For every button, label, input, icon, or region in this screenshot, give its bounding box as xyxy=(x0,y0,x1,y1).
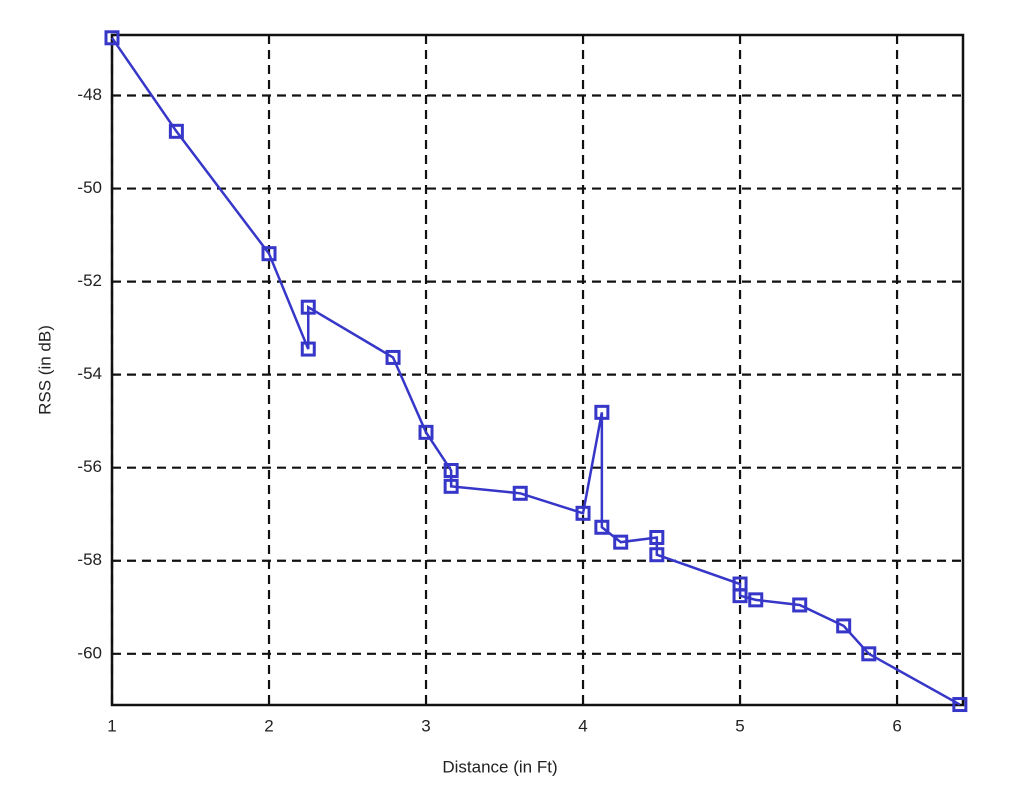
data-point xyxy=(512,485,528,501)
data-point xyxy=(952,697,968,713)
plot-frame xyxy=(110,33,965,707)
data-point xyxy=(168,123,184,139)
data-point xyxy=(613,534,629,550)
data-point xyxy=(385,349,401,365)
y-tick-label: -54 xyxy=(77,364,102,383)
data-point xyxy=(594,404,610,420)
y-tick-label: -60 xyxy=(77,643,102,662)
x-tick-label: 4 xyxy=(578,716,587,735)
data-point xyxy=(861,646,877,662)
data-point xyxy=(649,530,665,545)
data-point xyxy=(836,618,852,634)
data-point xyxy=(649,547,665,563)
data-point xyxy=(792,597,808,613)
x-axis-label: Distance (in Ft) xyxy=(442,757,557,776)
data-point xyxy=(300,299,316,315)
data-point xyxy=(732,588,748,604)
x-tick-label: 5 xyxy=(735,716,744,735)
x-tick-label: 2 xyxy=(264,716,273,735)
y-axis-label: RSS (in dB) xyxy=(35,325,54,415)
y-tick-label: -58 xyxy=(77,550,102,569)
y-tick-label: -56 xyxy=(77,457,102,476)
data-point xyxy=(575,505,591,521)
y-tick-label: -52 xyxy=(77,271,102,290)
x-tick-label: 3 xyxy=(421,716,430,735)
data-point xyxy=(300,341,316,357)
data-line xyxy=(110,37,961,706)
x-tick-label: 1 xyxy=(107,716,116,735)
y-tick-label: -48 xyxy=(77,85,102,104)
data-point xyxy=(418,424,434,440)
data-point xyxy=(443,463,459,478)
data-point xyxy=(443,478,459,494)
x-tick-label: 6 xyxy=(892,716,901,735)
data-point xyxy=(261,246,277,262)
data-point xyxy=(594,519,610,535)
data-point xyxy=(748,592,764,608)
data-point xyxy=(104,30,120,46)
y-tick-label: -50 xyxy=(77,178,102,197)
